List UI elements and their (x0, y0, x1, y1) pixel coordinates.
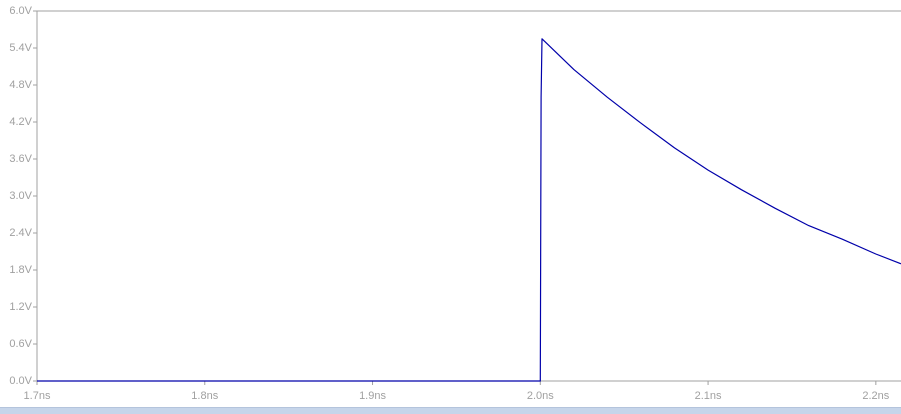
x-tick-label: 2.1ns (695, 390, 722, 402)
y-tick-label: 3.0V (9, 190, 32, 202)
x-axis-ticks: 1.7ns 1.8ns 1.9ns 2.0ns 2.1ns 2.2ns (24, 381, 890, 402)
y-tick-label: 3.6V (9, 153, 32, 165)
x-tick-label: 2.2ns (862, 390, 889, 402)
y-axis-ticks: 0.0V 0.6V 1.2V 1.8V 2.4V 3.0V 3.6V 4.2V 4.8V 5.4V… (9, 5, 37, 387)
x-tick-label: 1.7ns (24, 390, 51, 402)
y-tick-label: 0.6V (9, 338, 32, 350)
y-tick-label: 6.0V (9, 5, 32, 17)
x-tick-label: 2.0ns (527, 390, 554, 402)
y-tick-label: 2.4V (9, 227, 32, 239)
axes (36, 10, 901, 382)
y-tick-label: 1.2V (9, 301, 32, 313)
y-tick-label: 0.0V (9, 375, 32, 387)
y-tick-label: 4.8V (9, 79, 32, 91)
series-layer (37, 38, 901, 382)
bottom-scroll-strip (0, 407, 901, 414)
y-tick-label: 5.4V (9, 42, 32, 54)
y-tick-label: 1.8V (9, 264, 32, 276)
y-tick-label: 4.2V (9, 116, 32, 128)
series-line (37, 38, 901, 382)
x-tick-label: 1.8ns (191, 390, 218, 402)
x-tick-label: 1.9ns (359, 390, 386, 402)
